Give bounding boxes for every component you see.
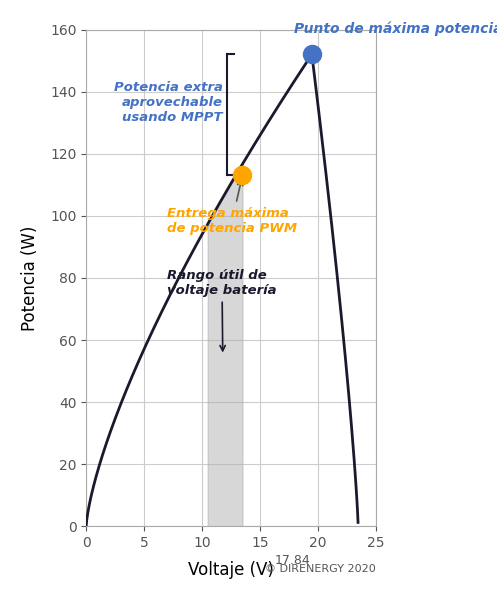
Text: 17.84: 17.84 xyxy=(275,554,311,567)
Text: Entrega máxima
de potencia PWM: Entrega máxima de potencia PWM xyxy=(167,180,297,235)
Text: Potencia extra
aprovechable
usando MPPT: Potencia extra aprovechable usando MPPT xyxy=(114,81,223,124)
Text: © DIRENERGY 2020: © DIRENERGY 2020 xyxy=(265,563,376,574)
Y-axis label: Potencia (W): Potencia (W) xyxy=(21,225,39,331)
X-axis label: Voltaje (V): Voltaje (V) xyxy=(188,561,274,579)
Text: Punto de máxima potencia: Punto de máxima potencia xyxy=(295,21,497,36)
Text: Rango útil de
voltaje batería: Rango útil de voltaje batería xyxy=(167,269,277,351)
